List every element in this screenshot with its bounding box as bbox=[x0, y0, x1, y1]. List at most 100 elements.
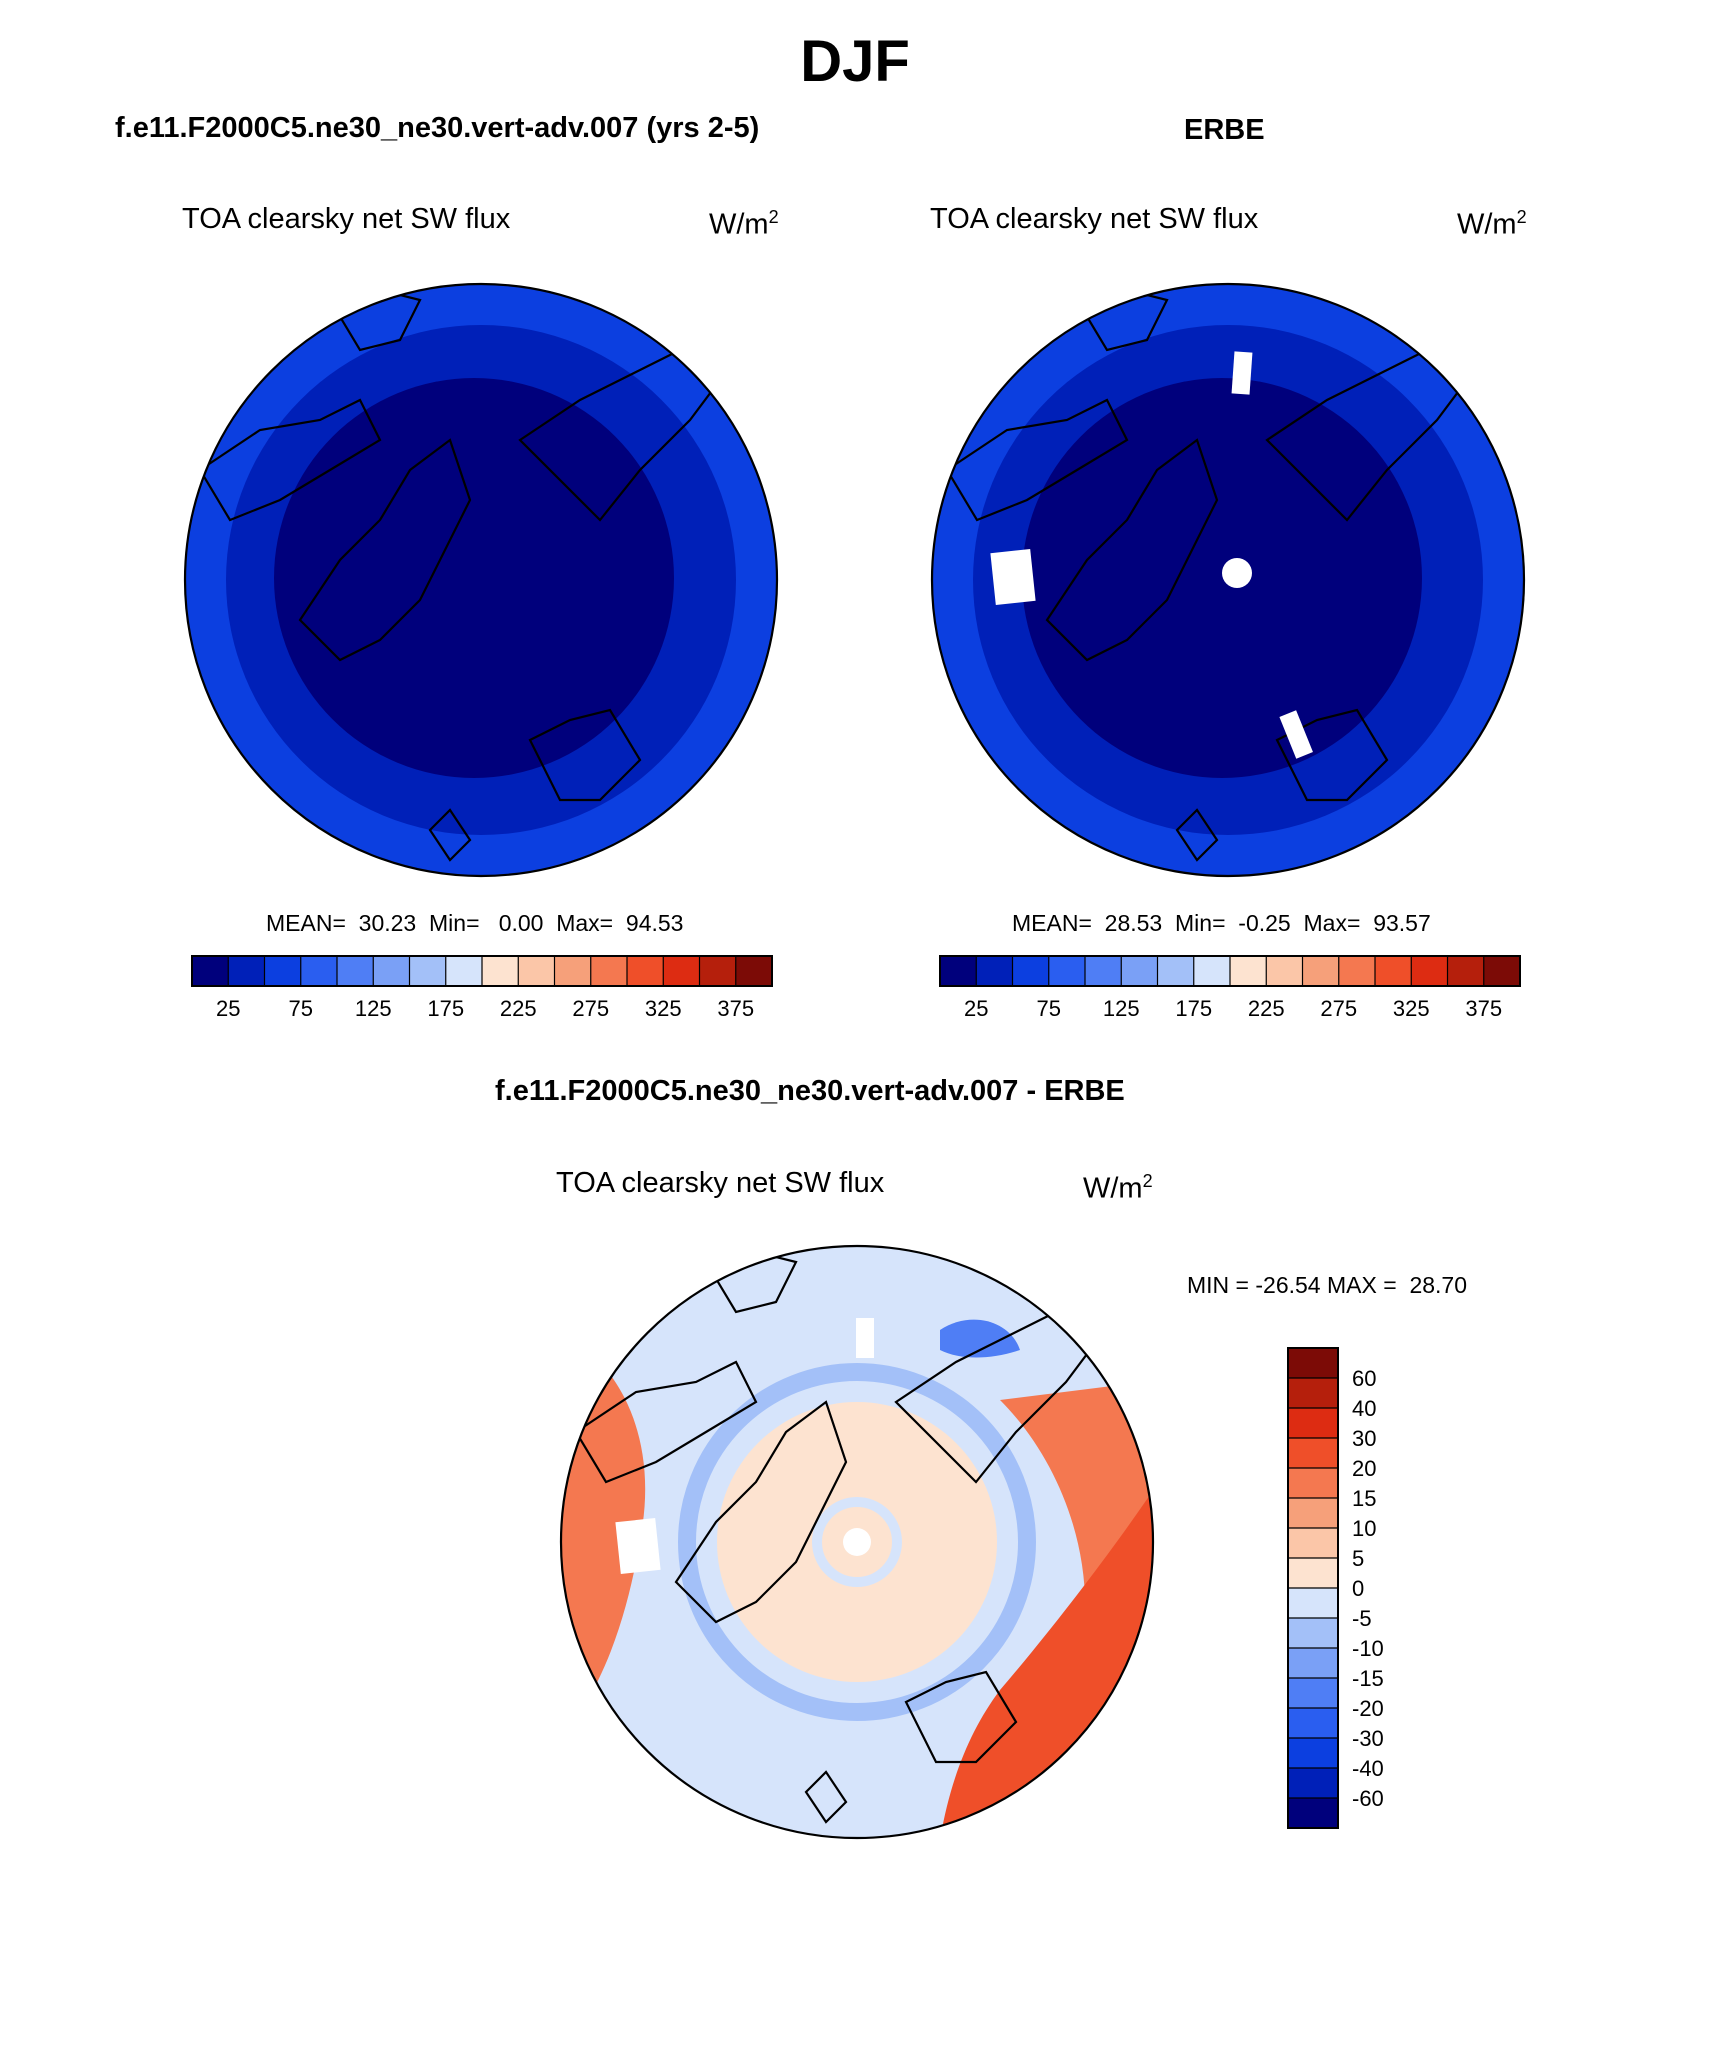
model-stats: MEAN= 30.23 Min= 0.00 Max= 94.53 bbox=[266, 910, 684, 936]
diff-colorbar-box bbox=[1288, 1588, 1338, 1619]
diff-colorbar-box bbox=[1288, 1798, 1338, 1829]
model-colorbar-tick-label: 375 bbox=[717, 996, 755, 1021]
model-colorbar-box bbox=[518, 956, 555, 986]
obs-map-border bbox=[930, 282, 1526, 878]
diff-colorbar-box bbox=[1288, 1528, 1338, 1559]
model-map bbox=[185, 284, 777, 876]
obs-missing-pacific bbox=[990, 549, 1036, 605]
obs-colorbar-box bbox=[1338, 956, 1376, 986]
obs-colorbar-box bbox=[1483, 956, 1521, 986]
canada-archipelago-outline bbox=[198, 398, 382, 522]
page-title: DJF bbox=[800, 29, 910, 94]
obs-missing-east-asia bbox=[1231, 351, 1253, 395]
model-colorbar-box bbox=[264, 956, 302, 986]
model-colorbar-box bbox=[554, 956, 592, 986]
obs-colorbar-tick-label: 75 bbox=[1036, 996, 1061, 1021]
model-colorbar-tick-label: 75 bbox=[288, 996, 313, 1021]
diff-colorbar-tick-label: -15 bbox=[1352, 1666, 1384, 1691]
diff-siberia-negative bbox=[940, 1319, 1020, 1358]
diff-colorbar-tick-label: 60 bbox=[1352, 1366, 1377, 1391]
model-colorbar bbox=[191, 955, 773, 987]
diff-colorbar-box bbox=[1288, 1678, 1338, 1709]
diff-colorbar-box bbox=[1288, 1438, 1338, 1469]
diff-colorbar-tick-label: -40 bbox=[1352, 1756, 1384, 1781]
obs-colorbar-tick-label: 225 bbox=[1247, 996, 1285, 1021]
diff-map bbox=[561, 1246, 1153, 1838]
diff-colorbar-box bbox=[1288, 1348, 1338, 1379]
obs-colorbar-box bbox=[940, 956, 977, 986]
diff-colorbar-tick-label: 20 bbox=[1352, 1456, 1377, 1481]
obs-colorbar bbox=[939, 955, 1521, 987]
model-colorbar-box bbox=[482, 956, 519, 986]
diff-colorbar-tick-label: 10 bbox=[1352, 1516, 1377, 1541]
model-colorbar-box bbox=[699, 956, 737, 986]
diff-missing-pole bbox=[843, 1528, 871, 1556]
diff-colorbar-tick-label: -20 bbox=[1352, 1696, 1384, 1721]
diff-colorbar-box bbox=[1288, 1738, 1338, 1769]
obs-colorbar-box bbox=[1375, 956, 1412, 986]
obs-colorbar-tick-label: 125 bbox=[1102, 996, 1140, 1021]
diff-colorbar-box bbox=[1288, 1378, 1338, 1409]
diff-colorbar-box bbox=[1288, 1648, 1338, 1679]
obs-colorbar-box bbox=[1230, 956, 1267, 986]
greenland-outline bbox=[1045, 438, 1219, 662]
obs-band-60N bbox=[1022, 378, 1422, 778]
scandinavia-outline bbox=[1275, 708, 1389, 802]
model-colorbar-box bbox=[409, 956, 447, 986]
diff-colorbar-box bbox=[1288, 1618, 1338, 1649]
diff-missing-east-asia bbox=[856, 1318, 874, 1358]
obs-colorbar-box bbox=[1411, 956, 1448, 986]
diff-colorbar-tick-label: -30 bbox=[1352, 1726, 1384, 1751]
diff-colorbar-tick-label: 30 bbox=[1352, 1426, 1377, 1451]
obs-colorbar-box bbox=[1157, 956, 1195, 986]
model-units-label: W/m2 bbox=[709, 207, 779, 241]
model-colorbar-box bbox=[445, 956, 483, 986]
model-colorbar-tick-label: 125 bbox=[354, 996, 392, 1021]
model-colorbar-box bbox=[735, 956, 773, 986]
diff-missing-pacific bbox=[615, 1518, 661, 1574]
obs-variable-label: TOA clearsky net SW flux bbox=[930, 203, 1259, 235]
obs-map bbox=[932, 284, 1524, 876]
model-colorbar-box bbox=[627, 956, 664, 986]
obs-colorbar-box bbox=[1085, 956, 1122, 986]
diff-colorbar-box bbox=[1288, 1498, 1338, 1529]
diff-units-label: W/m2 bbox=[1083, 1171, 1153, 1205]
obs-colorbar-box bbox=[1193, 956, 1231, 986]
obs-colorbar-tick-label: 175 bbox=[1175, 996, 1213, 1021]
diff-colorbar-tick-label: 40 bbox=[1352, 1396, 1377, 1421]
diff-colorbar-tick-label: 0 bbox=[1352, 1576, 1365, 1601]
obs-stats: MEAN= 28.53 Min= -0.25 Max= 93.57 bbox=[1012, 910, 1431, 936]
diff-minmax: MIN = -26.54 MAX = 28.70 bbox=[1187, 1272, 1467, 1298]
model-colorbar-box bbox=[373, 956, 410, 986]
model-colorbar-box bbox=[663, 956, 700, 986]
obs-colorbar-box bbox=[1121, 956, 1158, 986]
model-colorbar-box bbox=[300, 956, 338, 986]
obs-colorbar-tick-label: 25 bbox=[964, 996, 989, 1021]
model-colorbar-box bbox=[192, 956, 229, 986]
model-colorbar-tick-label: 325 bbox=[644, 996, 682, 1021]
scandinavia-outline bbox=[528, 708, 642, 802]
british-isles-outline bbox=[804, 1770, 848, 1824]
model-band-60N bbox=[274, 378, 674, 778]
greenland-outline bbox=[298, 438, 472, 662]
diff-colorbar-tick-label: 15 bbox=[1352, 1486, 1377, 1511]
scandinavia-outline bbox=[904, 1670, 1018, 1764]
obs-missing-atlantic bbox=[1279, 710, 1313, 759]
diff-colorbar-box bbox=[1288, 1768, 1338, 1799]
diff-pole-ring bbox=[812, 1497, 902, 1587]
canada-archipelago-outline bbox=[574, 1360, 758, 1484]
diff-colorbar-box bbox=[1288, 1468, 1338, 1499]
model-colorbar-box bbox=[228, 956, 265, 986]
diff-colorbar-box bbox=[1288, 1408, 1338, 1439]
model-variable-label: TOA clearsky net SW flux bbox=[182, 203, 511, 235]
diff-variable-label: TOA clearsky net SW flux bbox=[556, 1167, 885, 1199]
obs-units-label: W/m2 bbox=[1457, 207, 1527, 241]
obs-missing-north-pole bbox=[1222, 558, 1252, 588]
diff-colorbar bbox=[1287, 1347, 1339, 1829]
british-isles-outline bbox=[428, 808, 472, 862]
diff-colorbar-tick-label: 5 bbox=[1352, 1546, 1365, 1571]
obs-colorbar-tick-label: 275 bbox=[1320, 996, 1358, 1021]
diff-ring-negative bbox=[678, 1363, 1036, 1721]
obs-panel-header: ERBE bbox=[1184, 114, 1265, 146]
